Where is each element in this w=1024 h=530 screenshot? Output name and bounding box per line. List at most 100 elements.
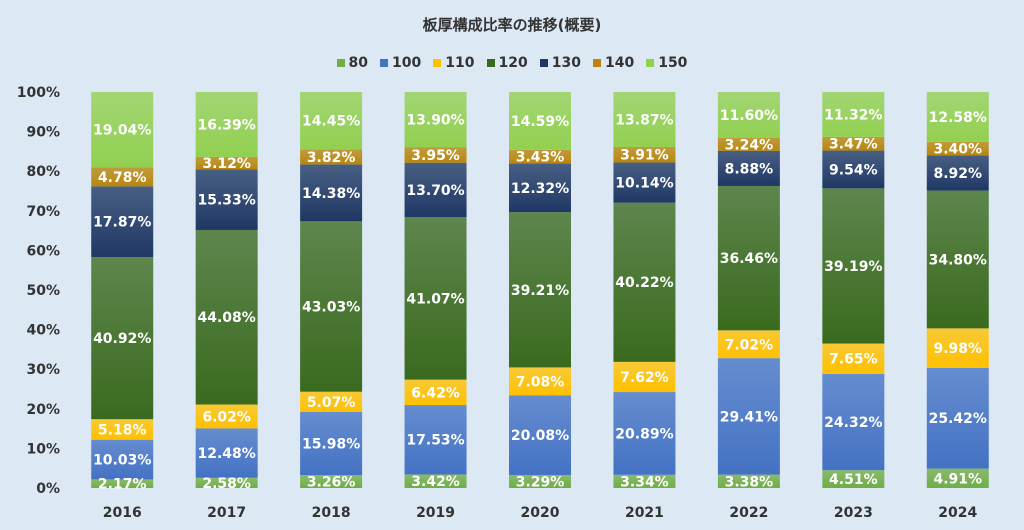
data-label-80-2017: 2.58%	[202, 476, 251, 492]
legend-label-120: 120	[498, 55, 528, 71]
data-label-150-2018: 14.45%	[302, 114, 360, 130]
data-label-150-2024: 12.58%	[929, 110, 987, 126]
data-label-130-2022: 8.88%	[725, 161, 774, 177]
data-label-100-2020: 20.08%	[511, 428, 569, 444]
bar-segment-100-2019	[404, 405, 467, 475]
bar-segment-150-2020	[509, 92, 571, 150]
bar-segment-120-2022	[717, 185, 780, 331]
bar-segment-150-2022	[717, 92, 780, 138]
legend-swatch-150	[646, 59, 655, 67]
bar-segment-120-2019	[404, 216, 467, 380]
data-label-100-2024: 25.42%	[929, 411, 987, 427]
data-label-120-2016: 40.92%	[93, 331, 151, 347]
data-label-120-2021: 40.22%	[615, 275, 673, 291]
x-tick-label: 2024	[938, 505, 977, 521]
data-label-130-2019: 13.70%	[406, 183, 464, 199]
bar-segment-140-2020	[509, 149, 571, 164]
y-tick-label: 60%	[26, 243, 60, 259]
data-label-110-2016: 5.18%	[98, 422, 147, 438]
y-tick-label: 10%	[26, 441, 60, 457]
data-label-130-2024: 8.92%	[933, 166, 982, 182]
legend-item-130: 130	[539, 55, 581, 71]
data-label-100-2016: 10.03%	[93, 453, 151, 469]
legend-item-100: 100	[380, 55, 421, 71]
bar-segment-110-2018	[300, 391, 363, 412]
x-tick-label: 2019	[416, 505, 455, 521]
data-label-150-2022: 11.60%	[720, 108, 778, 124]
bar-segment-130-2019	[404, 162, 467, 217]
data-label-110-2021: 7.62%	[620, 370, 669, 386]
bar-segment-120-2020	[509, 212, 571, 368]
bar-segment-150-2017	[195, 92, 258, 157]
x-tick-label: 2021	[625, 505, 664, 521]
data-label-150-2021: 13.87%	[615, 113, 673, 129]
data-label-100-2019: 17.53%	[406, 433, 464, 449]
bar-segment-130-2024	[926, 155, 989, 191]
bar-segment-80-2023	[822, 470, 885, 488]
data-label-140-2021: 3.91%	[620, 148, 669, 164]
data-label-110-2022: 7.02%	[725, 337, 774, 353]
bar-segment-140-2024	[926, 141, 989, 156]
legend-item-150: 150	[646, 55, 687, 71]
bar-segment-110-2016	[91, 419, 154, 440]
bar-segment-80-2017	[195, 477, 258, 488]
legend-label-110: 110	[445, 55, 475, 71]
bar-segment-120-2024	[926, 190, 989, 329]
data-label-120-2018: 43.03%	[302, 300, 360, 316]
bar-segment-110-2021	[613, 361, 676, 393]
bar-segment-120-2023	[822, 188, 885, 344]
data-label-80-2019: 3.42%	[411, 474, 460, 490]
data-label-100-2017: 12.48%	[198, 446, 256, 462]
y-tick-label: 30%	[26, 362, 60, 378]
data-label-150-2020: 14.59%	[511, 114, 569, 130]
y-tick-label: 70%	[26, 204, 60, 220]
bar-segment-120-2018	[300, 221, 363, 392]
chart-title: 板厚構成比率の推移(概要)	[422, 16, 602, 34]
data-label-130-2017: 15.33%	[198, 193, 256, 209]
data-label-110-2017: 6.02%	[202, 409, 251, 425]
data-label-120-2020: 39.21%	[511, 283, 569, 299]
legend-swatch-100	[380, 59, 389, 67]
bar-segment-140-2018	[300, 149, 363, 165]
data-label-130-2018: 14.38%	[302, 186, 360, 202]
bar-segment-110-2017	[195, 404, 258, 429]
bar-segment-80-2021	[613, 474, 676, 488]
data-label-110-2024: 9.98%	[933, 341, 982, 357]
data-label-150-2016: 19.04%	[93, 123, 151, 139]
bar-segment-110-2023	[822, 343, 885, 374]
x-tick-label: 2020	[521, 505, 560, 521]
bar-segment-150-2018	[300, 92, 363, 150]
bar-segment-80-2020	[509, 474, 571, 488]
data-label-120-2019: 41.07%	[406, 291, 464, 307]
legend-item-140: 140	[592, 55, 634, 71]
bar-segment-140-2021	[613, 146, 676, 163]
data-label-140-2018: 3.82%	[307, 150, 356, 166]
x-tick-label: 2023	[834, 505, 873, 521]
data-label-80-2023: 4.51%	[829, 472, 878, 488]
data-label-110-2023: 7.65%	[829, 352, 878, 368]
data-label-120-2017: 44.08%	[198, 310, 256, 326]
bar-segment-100-2020	[509, 395, 571, 475]
bar-segment-150-2021	[613, 92, 676, 147]
data-label-130-2023: 9.54%	[829, 162, 878, 178]
bar-segment-140-2017	[195, 156, 258, 170]
bar-segment-150-2016	[91, 92, 154, 168]
data-label-80-2021: 3.34%	[620, 474, 669, 490]
bar-segment-130-2020	[509, 163, 571, 213]
legend-swatch-130	[539, 59, 548, 67]
data-label-150-2017: 16.39%	[198, 117, 256, 133]
bar-segment-100-2018	[300, 411, 363, 476]
legend-item-120: 120	[486, 55, 528, 71]
bar-segment-110-2022	[717, 330, 780, 359]
legend-item-80: 80	[336, 55, 368, 71]
legend-swatch-140	[592, 59, 601, 67]
bar-segment-140-2023	[822, 136, 885, 151]
data-label-130-2020: 12.32%	[511, 181, 569, 197]
bar-segment-150-2023	[822, 92, 885, 137]
y-tick-label: 90%	[26, 125, 60, 141]
data-label-140-2016: 4.78%	[98, 170, 147, 186]
bar-segment-120-2017	[195, 229, 258, 405]
data-label-80-2018: 3.26%	[307, 475, 356, 491]
